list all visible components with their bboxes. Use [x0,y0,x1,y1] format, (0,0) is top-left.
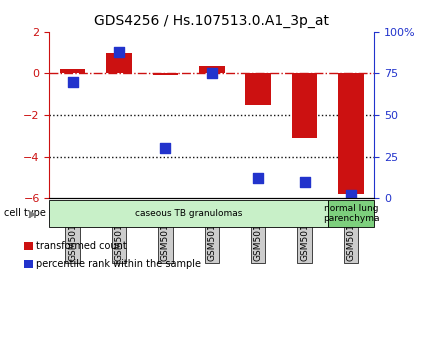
Point [69,79,76,85]
Bar [153,74,178,75]
Bar [292,74,317,138]
Text: normal lung
parenchyma: normal lung parenchyma [322,204,379,223]
Point [255,176,261,181]
Text: percentile rank within the sample: percentile rank within the sample [36,259,201,269]
Title: GDS4256 / Hs.107513.0.A1_3p_at: GDS4256 / Hs.107513.0.A1_3p_at [94,14,329,28]
Bar [60,69,86,74]
Bar [338,74,364,194]
Point [162,145,169,151]
Point [301,179,308,184]
Text: transformed count: transformed count [36,241,126,251]
Text: caseous TB granulomas: caseous TB granulomas [135,209,242,218]
Bar [246,74,271,105]
Text: ▶: ▶ [28,208,36,218]
Point [347,192,354,198]
Point [116,49,123,55]
Point [209,71,215,76]
Bar [106,53,132,74]
Text: cell type: cell type [4,208,46,218]
Bar [199,66,224,74]
